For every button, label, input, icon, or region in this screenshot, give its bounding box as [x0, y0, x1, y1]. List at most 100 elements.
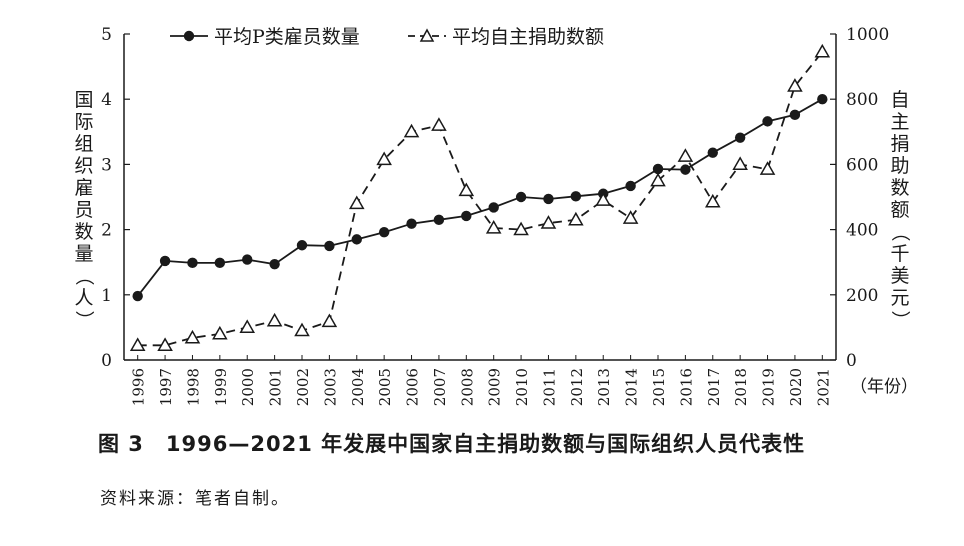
series-1-point: [406, 218, 417, 229]
y-axis-right-title-char: ）: [889, 310, 911, 329]
x-tick-label: 2021: [814, 368, 832, 406]
series-2-point: [294, 322, 310, 337]
x-tick-label: 2004: [349, 368, 367, 406]
x-tick-label: 2020: [787, 368, 805, 406]
y-right-tick-label: 200: [846, 286, 878, 306]
series-2-point: [485, 219, 502, 234]
series-1-point: [324, 240, 335, 252]
y-left-tick-label: 3: [101, 155, 112, 175]
series-2-point: [184, 329, 201, 344]
series-1-point: [296, 240, 308, 251]
series-1-point: [132, 290, 143, 302]
series-2-point: [732, 156, 748, 171]
x-tick-label: 2005: [376, 368, 394, 406]
series-2-point: [595, 192, 612, 206]
x-tick-label: 2000: [239, 368, 257, 406]
series-2-point: [787, 78, 803, 92]
series-2-point: [157, 337, 173, 351]
series-1-point: [269, 258, 280, 270]
chart-axes: 0 1 2 3 4 5 0 200 400 600 800 1000 1996 1997 1998 1999 2…: [73, 25, 918, 406]
y-axis-left-title-char: （: [73, 266, 95, 285]
y-axis-right-title-char: 助: [890, 155, 909, 177]
x-axis-unit-label: （年份）: [850, 377, 918, 397]
y-axis-left-title-char: ）: [73, 310, 95, 329]
series-1-point: [351, 234, 362, 245]
legend-marker-2: [419, 28, 435, 42]
x-tick-label: 2016: [677, 368, 695, 406]
x-tick-label: 2015: [650, 368, 668, 406]
x-tick-label: 1997: [157, 368, 175, 406]
x-tick-label: 2013: [595, 368, 613, 406]
series-1-point: [789, 109, 801, 121]
y-axis-left-title-char: 际: [74, 111, 93, 133]
x-tick-label: 2012: [568, 368, 586, 406]
series-2-point: [677, 148, 694, 162]
x-tick-label: 2007: [431, 368, 449, 406]
series-2-point: [239, 319, 256, 334]
x-tick-label: 2011: [540, 368, 558, 406]
y-axis-right-title-char: 千: [890, 243, 909, 265]
series-2-point: [431, 117, 447, 131]
series-1-point: [515, 191, 527, 203]
series-2-point: [376, 151, 392, 166]
y-right-tick-label: 0: [846, 351, 857, 371]
y-axis-left-title-char: 数: [74, 221, 93, 243]
series-1-point: [488, 202, 499, 213]
series-1-point: [817, 94, 828, 105]
x-tick-label: 2010: [513, 368, 531, 406]
series-1-point: [762, 116, 773, 127]
series-1-point: [433, 214, 445, 226]
y-axis-left-title-char: 雇: [74, 177, 93, 199]
y-axis-right-title-char: 美: [890, 265, 909, 287]
series-2-point: [458, 182, 475, 197]
source-note: 资料来源：笔者自制。: [100, 489, 290, 509]
y-right-tick-label: 600: [846, 155, 878, 175]
series-1-point: [680, 164, 691, 175]
y-right-tick-label: 1000: [846, 25, 889, 45]
figure-caption: 图 3 1996—2021 年发展中国家自主捐助数额与国际组织人员代表性: [98, 432, 806, 456]
x-tick-label: 2002: [294, 368, 312, 406]
y-left-tick-label: 4: [101, 90, 112, 110]
y-right-tick-label: 400: [846, 221, 878, 241]
series-1-point: [159, 255, 171, 267]
y-axis-right-title-char: 自: [890, 89, 909, 111]
series-line-2: [137, 51, 824, 347]
x-tick-label: 2009: [486, 368, 504, 406]
series-2-point: [622, 210, 639, 224]
x-tick-label: 1998: [184, 368, 202, 406]
x-tick-label: 2008: [458, 368, 476, 406]
y-axis-left-title-char: 员: [74, 199, 93, 221]
y-left-tick-label: 5: [101, 25, 112, 45]
series-2-point: [212, 325, 228, 340]
series-2-point: [403, 123, 420, 138]
series-1-point: [734, 132, 746, 143]
legend-label-2: 平均自主捐助数额: [452, 26, 604, 48]
x-tick-label: 2001: [267, 368, 285, 406]
series-2-point: [321, 313, 338, 328]
y-right-tick-label: 800: [846, 90, 878, 110]
x-tick-label: 2019: [760, 368, 778, 406]
x-tick-label: 2017: [705, 368, 723, 406]
y-axis-right-title-char: 数: [890, 177, 909, 199]
x-tick-label: 2014: [623, 368, 641, 406]
y-left-tick-label: 1: [101, 286, 112, 306]
x-tick-label: 2006: [404, 368, 422, 406]
series-1-point: [543, 193, 554, 205]
series-2-point: [704, 193, 721, 208]
y-axis-left-title-char: 织: [74, 155, 93, 177]
series-2-point: [650, 172, 666, 187]
y-axis-right-title-char: （: [889, 222, 911, 241]
series-2-point: [513, 221, 529, 236]
series-2-point: [266, 312, 283, 327]
chart: 0 1 2 3 4 5 0 200 400 600 800 1000 1996 1997 1998 1999 2…: [73, 25, 918, 406]
chart-legend: 平均P类雇员数量 平均自主捐助数额: [170, 26, 604, 48]
series-1-point: [707, 147, 718, 158]
series-1-point: [570, 191, 582, 202]
y-axis-left-title-char: 人: [74, 287, 93, 309]
series-2-point: [540, 215, 557, 229]
x-tick-label: 2018: [732, 368, 750, 406]
legend-label-1: 平均P类雇员数量: [214, 26, 360, 48]
y-axis-left-title-char: 量: [74, 243, 93, 265]
y-axis-left-title-char: 组: [74, 133, 93, 155]
